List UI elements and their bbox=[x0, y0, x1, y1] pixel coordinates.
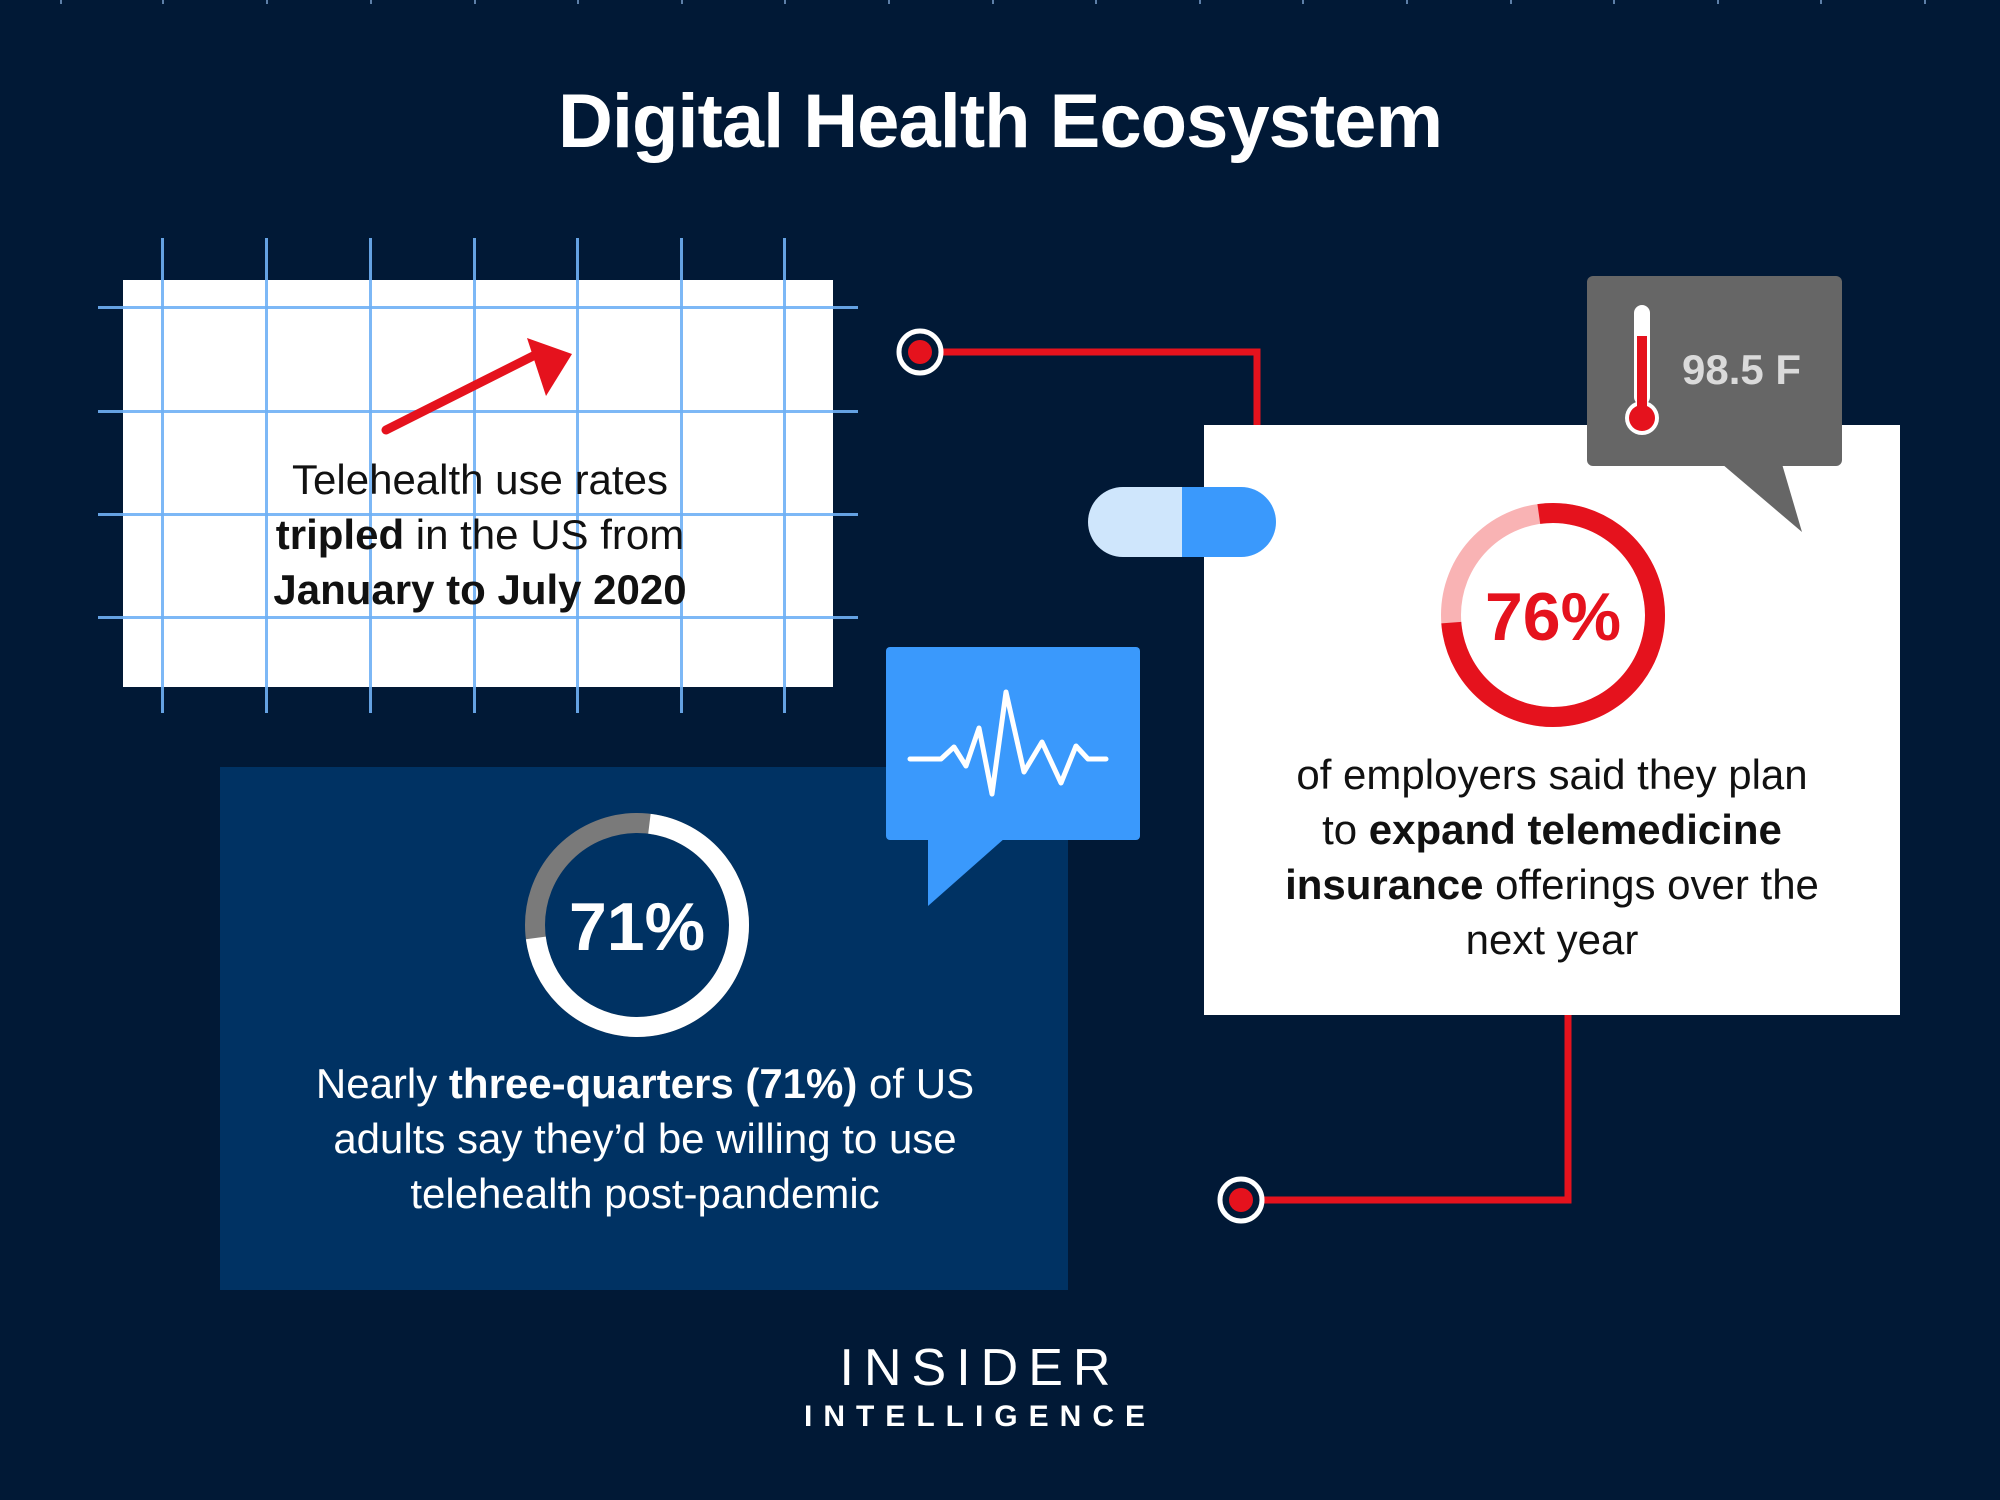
connector-line-top bbox=[896, 328, 1261, 430]
brand-logo-insider: INSIDER bbox=[839, 1339, 1121, 1397]
telehealth-grid-card bbox=[123, 280, 833, 687]
thermometer-bubble bbox=[1587, 276, 1842, 466]
grid-line bbox=[783, 238, 786, 713]
card1-bold-tripled: tripled bbox=[275, 511, 405, 558]
capsule-pill-icon bbox=[1088, 487, 1276, 557]
grid-line bbox=[98, 410, 858, 413]
card2-line1: of employers said they plan bbox=[1296, 751, 1808, 798]
tick bbox=[1924, 0, 1926, 4]
grid-line bbox=[680, 238, 683, 713]
card3-line3: telehealth post-pandemic bbox=[410, 1170, 880, 1217]
thermometer-icon bbox=[1625, 305, 1659, 435]
tick bbox=[577, 0, 579, 4]
tick bbox=[370, 0, 372, 4]
tick bbox=[888, 0, 890, 4]
card1-line2: tripled in the US from bbox=[200, 507, 760, 562]
card1-line1: Telehealth use rates bbox=[292, 456, 668, 503]
tick bbox=[266, 0, 268, 4]
donut-chart-76 bbox=[1441, 503, 1665, 727]
card2-line2: to expand telemedicine bbox=[1234, 802, 1870, 857]
card2-bold-insurance: insurance bbox=[1285, 861, 1484, 908]
grid-line bbox=[576, 238, 579, 713]
telehealth-tripled-text: Telehealth use rates tripled in the US f… bbox=[200, 452, 760, 617]
card3-bold-three-quarters: three-quarters (71%) bbox=[448, 1060, 858, 1107]
card2-line3-rest: offerings over the bbox=[1483, 861, 1819, 908]
tick bbox=[1820, 0, 1822, 4]
tick bbox=[474, 0, 476, 4]
page-title: Digital Health Ecosystem bbox=[557, 79, 1443, 164]
trend-up-arrow-icon bbox=[381, 338, 572, 435]
card2-line4: next year bbox=[1465, 916, 1639, 963]
bubble-tail bbox=[1722, 464, 1802, 532]
tick bbox=[1406, 0, 1408, 4]
bubble-tail bbox=[928, 838, 1005, 906]
heartbeat-pulse-icon bbox=[907, 689, 1109, 797]
grid-line bbox=[473, 238, 476, 713]
tick bbox=[681, 0, 683, 4]
card2-bold-expand: expand telemedicine bbox=[1368, 806, 1782, 853]
grid-line bbox=[98, 306, 858, 309]
card3-line1-rest: of US bbox=[857, 1060, 975, 1107]
tick bbox=[1510, 0, 1512, 4]
adults-stat-text: Nearly three-quarters (71%) of US adults… bbox=[250, 1056, 1040, 1221]
tick bbox=[1302, 0, 1304, 4]
grid-line bbox=[161, 238, 164, 713]
tick bbox=[1095, 0, 1097, 4]
tick bbox=[60, 0, 62, 4]
card1-bold-dates: January to July 2020 bbox=[273, 566, 687, 613]
connector-line-bottom bbox=[1217, 1010, 1572, 1224]
tick bbox=[1199, 0, 1201, 4]
card3-line2: adults say they’d be willing to use bbox=[333, 1115, 957, 1162]
grid-line bbox=[369, 238, 372, 713]
card3-line1-pre: Nearly bbox=[315, 1060, 449, 1107]
card1-line2-rest: in the US from bbox=[404, 511, 685, 558]
grid-line bbox=[98, 616, 858, 619]
stat-76-percent: 76% bbox=[1484, 579, 1622, 655]
card2-line3: insurance offerings over the bbox=[1234, 857, 1870, 912]
tick bbox=[1613, 0, 1615, 4]
donut-chart-71 bbox=[525, 813, 749, 1037]
card1-line3: January to July 2020 bbox=[200, 562, 760, 617]
tick bbox=[1717, 0, 1719, 4]
grid-line bbox=[265, 238, 268, 713]
employers-stat-text: of employers said they plan to expand te… bbox=[1234, 747, 1870, 967]
tick bbox=[162, 0, 164, 4]
card2-line2-pre: to bbox=[1322, 806, 1369, 853]
stat-71-percent: 71% bbox=[568, 889, 706, 965]
card3-line1: Nearly three-quarters (71%) of US bbox=[250, 1056, 1040, 1111]
grid-line bbox=[98, 513, 858, 516]
heartbeat-bubble bbox=[886, 647, 1140, 840]
tick bbox=[784, 0, 786, 4]
temperature-reading: 98.5 F bbox=[1682, 346, 1802, 393]
tick bbox=[992, 0, 994, 4]
brand-logo-intelligence: INTELLIGENCE bbox=[803, 1400, 1156, 1433]
